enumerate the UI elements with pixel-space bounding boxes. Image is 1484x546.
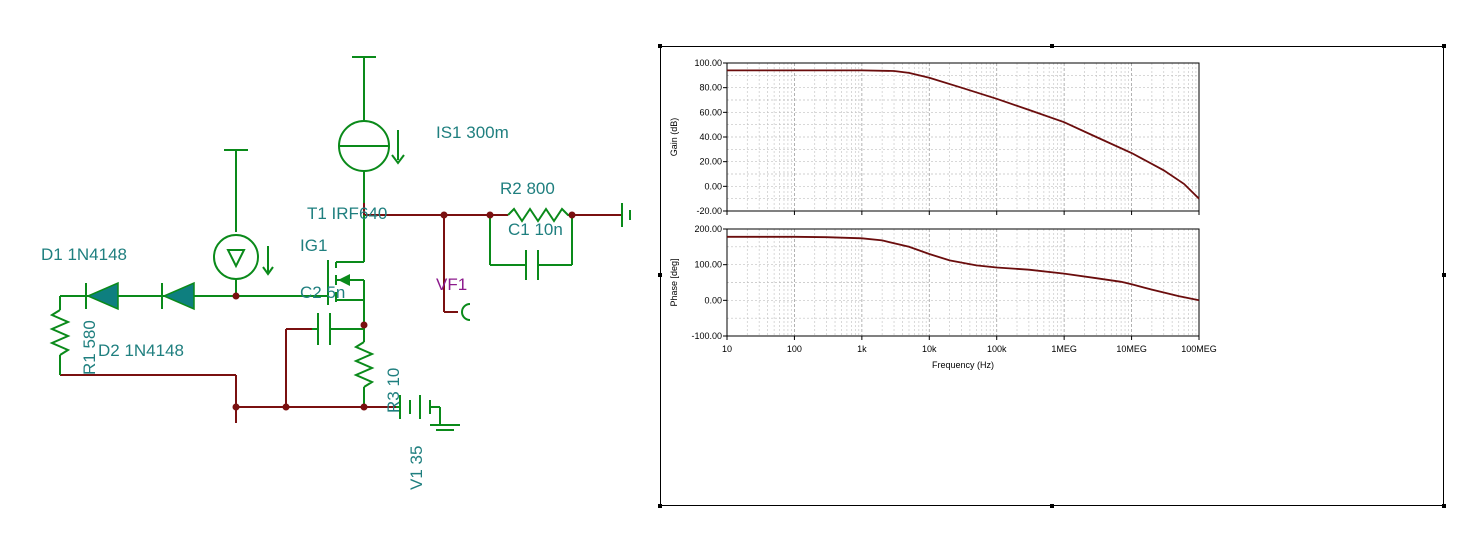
junction-dots [232,211,576,411]
x-axis-label: Frequency (Hz) [932,360,994,370]
x-tick-label: 10k [922,344,937,354]
label-d2: D2 1N4148 [98,341,184,360]
y-tick-label: 40.00 [699,132,722,142]
resize-handle[interactable] [658,44,662,48]
diode-d2 [161,281,195,311]
y-tick-label: 100.00 [694,58,722,68]
label-ig1: IG1 [300,236,327,255]
y-tick-label: -100.00 [691,331,722,341]
label-r1: R1 580 [80,320,99,375]
label-is1: IS1 300m [436,123,509,142]
y-tick-label: 0.00 [704,181,722,191]
resize-handle[interactable] [658,273,662,277]
wires [60,203,622,423]
label-r3: R3 10 [384,368,403,413]
y-tick-label: -20.00 [696,206,722,216]
x-tick-label: 100 [787,344,802,354]
label-c1: C1 10n [508,220,563,239]
x-tick-label: 10 [722,344,732,354]
y-tick-label: 0.00 [704,295,722,305]
resize-handle[interactable] [1442,504,1446,508]
resize-handle[interactable] [1442,273,1446,277]
label-r2: R2 800 [500,179,555,198]
x-tick-label: 1MEG [1051,344,1077,354]
label-c2: C2 5n [300,283,345,302]
bode-plot: 100.0080.0060.0040.0020.000.00-20.00Gain… [669,58,1217,370]
component-wires [49,56,631,431]
series-line [727,69,1200,200]
label-t1: T1 IRF640 [307,204,387,223]
y-tick-label: 80.00 [699,83,722,93]
y-tick-label: 100.00 [694,260,722,270]
x-tick-label: 100k [987,344,1007,354]
gain-plot: 100.00 80.00 60.00 40.00 20.00 0.00 -20.00 Gain… [669,58,1200,216]
resize-handle[interactable] [1050,44,1054,48]
x-tick-label: 1k [857,344,867,354]
diode-d1 [85,281,119,311]
label-v1: V1 35 [407,446,426,490]
circuit-schematic: IS1 300m T1 IRF640 IG1 R2 800 C1 10n D1 … [41,56,631,490]
x-tick-label: 10MEG [1116,344,1147,354]
label-d1: D1 1N4148 [41,245,127,264]
mosfet-arrow [338,274,350,286]
y-tick-label: 60.00 [699,107,722,117]
ig1-triangle [226,249,246,269]
y-tick-label: 20.00 [699,157,722,167]
y-axis-label: Gain (dB) [669,118,679,157]
y-axis-label: Phase [deg] [669,258,679,306]
plot-axes-box [726,228,1200,337]
bode-plot-frame[interactable]: 100.00 80.00 60.00 40.00 20.00 0.00 -20.00 Gain… [660,46,1444,506]
label-vf1: VF1 [436,275,467,294]
y-tick-label: 200.00 [694,224,722,234]
x-tick-label: 100MEG [1181,344,1217,354]
resize-handle[interactable] [658,504,662,508]
resize-handle[interactable] [1050,504,1054,508]
resize-handle[interactable] [1442,44,1446,48]
series-line [727,235,1200,302]
